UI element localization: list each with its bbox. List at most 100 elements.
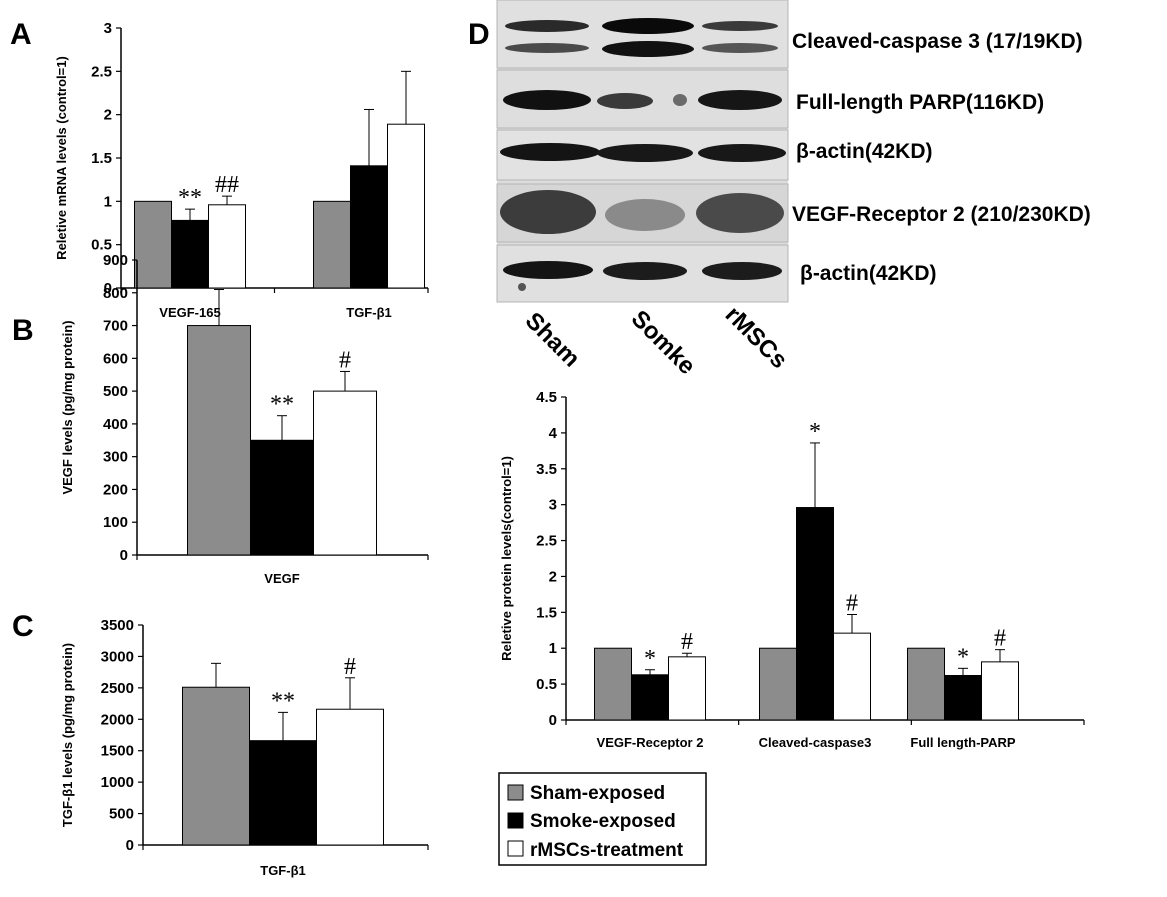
y-axis-label-c: TGF-β1 levels (pg/mg protein) [60, 643, 75, 827]
legend: Sham-exposed Smoke-exposed rMSCs-treatme… [498, 772, 707, 866]
y-tick-label: 600 [103, 350, 128, 367]
x-category-label: TGF-β1 [346, 305, 392, 320]
significance-marker: # [846, 590, 858, 616]
bar-rmsc [313, 390, 377, 556]
y-tick-label: 3 [549, 497, 557, 514]
significance-marker: ** [271, 688, 295, 714]
y-tick-label: 0.5 [536, 676, 557, 693]
y-tick-label: 1.5 [91, 150, 112, 167]
significance-marker: * [957, 644, 969, 670]
panel-label-b: B [12, 314, 34, 347]
western-blot-image [496, 0, 789, 303]
y-tick-label: 0 [120, 547, 128, 564]
y-tick-label: 3000 [101, 648, 134, 665]
y-tick-label: 2500 [101, 680, 134, 697]
bar-smoke [350, 165, 388, 289]
bar-smoke [250, 439, 314, 556]
y-tick-label: 0 [126, 837, 134, 854]
y-tick-label: 0.5 [91, 237, 112, 254]
y-tick-label: 2.5 [536, 533, 557, 550]
x-category-label: TGF-β1 [260, 863, 306, 878]
significance-marker: * [809, 419, 821, 445]
lane-label-rmscs: rMSCs [720, 301, 793, 374]
panel-label-a: A [10, 18, 32, 51]
y-tick-label: 4.5 [536, 389, 557, 406]
y-tick-label: 100 [103, 514, 128, 531]
y-tick-label: 2 [104, 107, 112, 124]
significance-marker: ** [270, 392, 294, 418]
y-axis-label-d: Reletive protein levels(control=1) [499, 456, 514, 661]
y-tick-label: 1000 [101, 774, 134, 791]
significance-marker: ## [215, 172, 239, 198]
bar-sham [187, 325, 251, 556]
bar-smoke [249, 740, 317, 846]
bar-rmsc [833, 632, 871, 721]
legend-label-smoke: Smoke-exposed [530, 811, 676, 832]
bar-rmsc [208, 204, 246, 289]
x-category-label: VEGF-165 [159, 305, 220, 320]
blot-label-actin-1: β-actin(42KD) [796, 140, 933, 163]
x-category-label: VEGF-Receptor 2 [597, 735, 704, 750]
significance-marker: # [994, 626, 1006, 652]
blot-label-vegfr2: VEGF-Receptor 2 (210/230KD) [792, 203, 1091, 226]
charts-layer: 0 0.5 1 1.5 2 2.5 3 Reletive mRNA levels (contr… [54, 20, 1085, 878]
significance-marker: * [644, 646, 656, 672]
legend-swatch-sham [507, 784, 524, 801]
y-tick-label: 1 [104, 193, 112, 210]
chart-b: 0 100 200 300 400 500 600 700 800 900 VEGF levels … [60, 252, 429, 586]
bar-sham [182, 686, 250, 846]
y-tick-label: 1.5 [536, 604, 557, 621]
panel-label-d: D [468, 18, 490, 51]
blot-label-actin-2: β-actin(42KD) [800, 262, 937, 285]
y-tick-label: 300 [103, 449, 128, 466]
y-tick-label: 500 [109, 806, 134, 823]
chart-c: 0 500 1000 1500 2000 2500 3000 3500 TGF-β1 level… [60, 617, 429, 878]
bar-smoke [171, 219, 209, 289]
bar-rmsc [387, 123, 425, 289]
y-axis-label-a: Reletive mRNA levels (control=1) [54, 56, 69, 260]
bar-sham [134, 200, 172, 289]
y-tick-label: 0 [104, 280, 112, 297]
lane-label-sham: Sham [520, 307, 585, 372]
bar-smoke [944, 674, 982, 721]
panel-label-c: C [12, 610, 34, 643]
y-tick-label: 1500 [101, 743, 134, 760]
significance-marker: # [339, 347, 351, 373]
y-tick-label: 3 [104, 20, 112, 37]
significance-marker: # [344, 654, 356, 680]
y-tick-label: 1 [549, 640, 557, 657]
y-tick-label: 800 [103, 285, 128, 302]
y-tick-label: 3.5 [536, 461, 557, 478]
bar-rmsc [668, 656, 706, 721]
y-tick-label: 3500 [101, 617, 134, 634]
significance-marker: ** [178, 185, 202, 211]
x-category-label: Cleaved-caspase3 [759, 735, 872, 750]
bar-sham [759, 647, 797, 721]
bar-rmsc [316, 708, 384, 846]
legend-label-rmsc: rMSCs-treatment [530, 840, 684, 861]
y-tick-label: 4 [549, 425, 558, 442]
significance-marker: # [681, 629, 693, 655]
bar-sham [313, 200, 351, 289]
lane-label-smoke: Somke [626, 305, 701, 380]
y-tick-label: 900 [103, 252, 128, 269]
y-tick-label: 2000 [101, 711, 134, 728]
chart-a: 0 0.5 1 1.5 2 2.5 3 Reletive mRNA levels (contr… [54, 20, 429, 320]
x-category-label: Full length-PARP [910, 735, 1016, 750]
blot-label-parp: Full-length PARP(116KD) [796, 91, 1044, 114]
x-category-label: VEGF [264, 571, 299, 586]
blot-label-cleaved-caspase3: Cleaved-caspase 3 (17/19KD) [792, 30, 1083, 53]
legend-swatch-smoke [507, 812, 524, 829]
chart-d: 0 0.5 1 1.5 2 2.5 3 3.5 4 4.5 Reletive protein lev… [499, 389, 1085, 750]
bar-rmsc [981, 661, 1019, 721]
y-tick-label: 400 [103, 416, 128, 433]
y-tick-label: 2 [549, 568, 557, 585]
y-tick-label: 200 [103, 481, 128, 498]
y-tick-label: 2.5 [91, 63, 112, 80]
bar-sham [907, 647, 945, 721]
y-tick-label: 700 [103, 318, 128, 335]
y-tick-label: 500 [103, 383, 128, 400]
legend-swatch-rmsc [507, 840, 524, 857]
legend-label-sham: Sham-exposed [530, 783, 665, 804]
